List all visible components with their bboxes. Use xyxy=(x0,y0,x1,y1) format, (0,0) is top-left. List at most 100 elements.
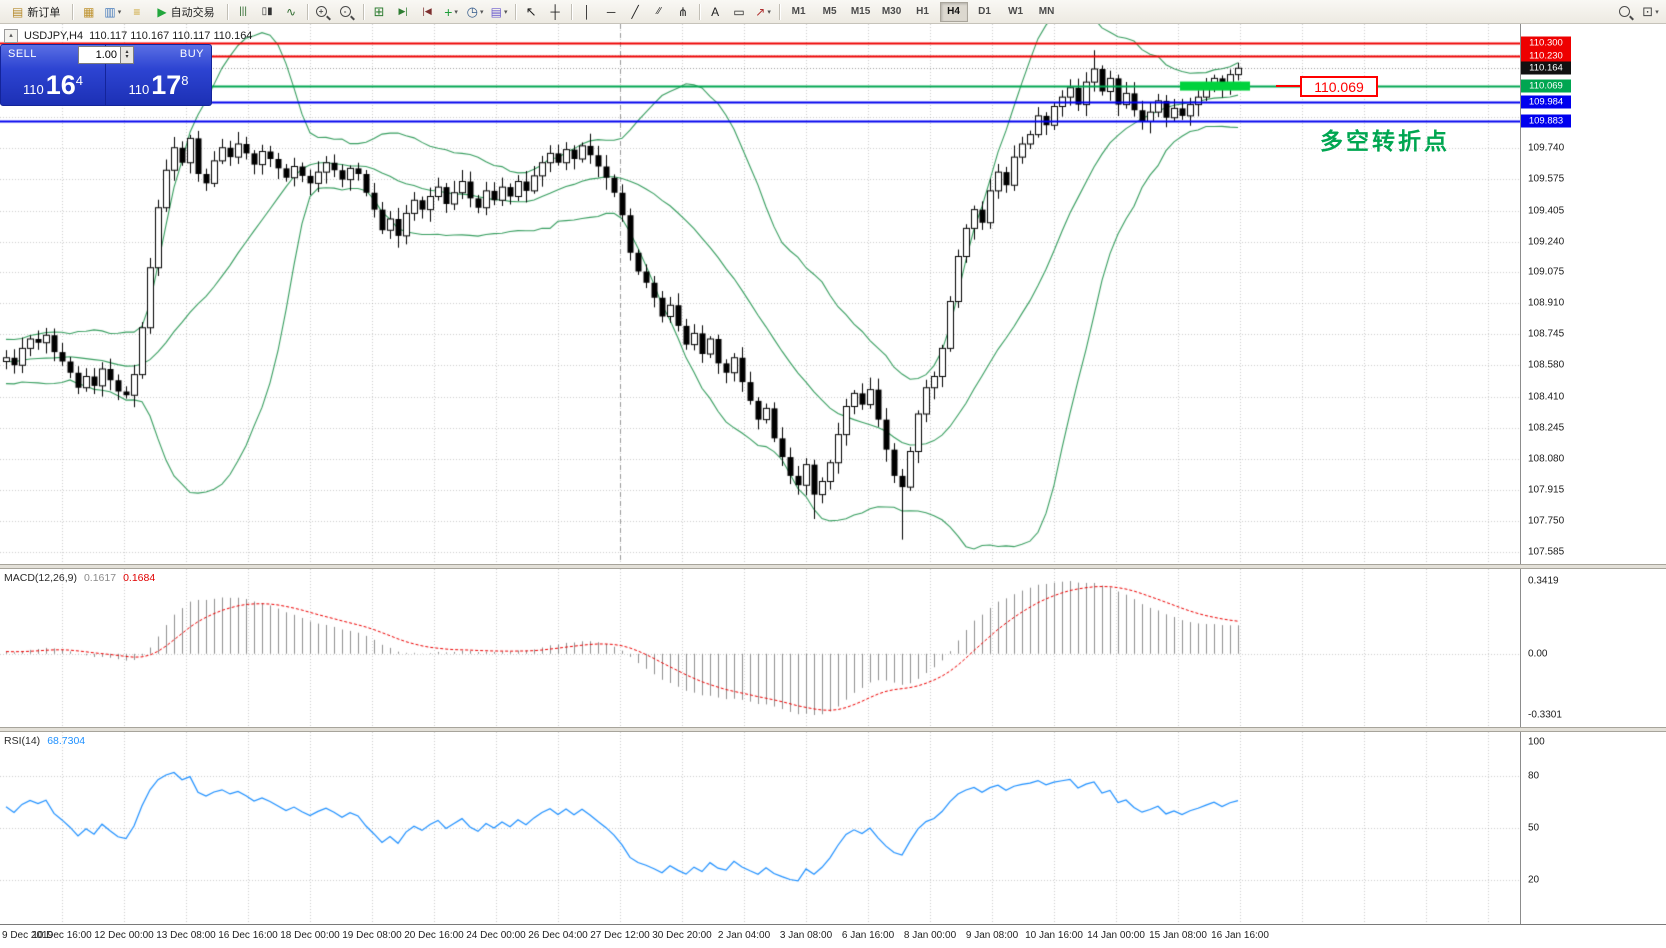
autotrading-button[interactable]: ▶ 自动交易 xyxy=(157,4,215,19)
panel-splitter[interactable] xyxy=(0,727,1666,732)
timeframe-button-d1[interactable]: D1 xyxy=(978,5,991,17)
indicators-icon[interactable]: + ▾ xyxy=(440,2,463,22)
horizontal-line-icon[interactable]: ─ xyxy=(600,2,623,22)
time-label: 16 Dec 16:00 xyxy=(218,930,278,941)
time-label: 9 Jan 08:00 xyxy=(965,930,1019,941)
profiles-icon[interactable]: ▥ ▾ xyxy=(101,2,124,22)
price-tick-label: 109.575 xyxy=(1528,173,1565,185)
candlestick-chart-icon-glyph: ▯▮ xyxy=(261,5,273,17)
new-order-glyph: ▤ xyxy=(12,4,24,19)
toolbar-separator xyxy=(570,3,572,20)
price-tick-label: 108.410 xyxy=(1528,391,1565,403)
text-label-icon-glyph: ▭ xyxy=(733,4,745,19)
new-order-button[interactable]: ▤ 新订单 xyxy=(12,4,61,19)
one-click-collapse-button[interactable]: ▴ xyxy=(4,29,18,43)
dropdown-caret-icon: ▾ xyxy=(1655,8,1659,16)
auto-scroll-icon[interactable]: ▶| xyxy=(392,2,415,22)
chart-shift-icon-glyph: |◀ xyxy=(422,6,432,16)
price-scale[interactable]: 109.740 109.575 109.405 109.240 109.075 108.9… xyxy=(1520,24,1666,564)
chart-area: 109.740 109.575 109.405 109.240 109.075 108.9… xyxy=(0,24,1666,948)
price-tick-label: 108.910 xyxy=(1528,297,1565,309)
crosshair-icon[interactable]: ┼ xyxy=(544,2,567,22)
timeframe-button-w1[interactable]: W1 xyxy=(1008,5,1024,17)
price-tick-label: 107.915 xyxy=(1528,484,1565,496)
rsi-scale-label: 20 xyxy=(1528,874,1540,886)
spinner-up-icon[interactable]: ▴ xyxy=(125,49,129,55)
sell-price: 110164 xyxy=(22,70,83,100)
turning-point-note[interactable]: 多空转折点 xyxy=(1320,128,1450,154)
cursor-icon[interactable]: ↖ xyxy=(520,2,543,22)
time-label: 12 Dec 00:00 xyxy=(94,930,154,941)
buy-button[interactable]: BUY 110178 xyxy=(106,44,212,106)
price-line-tag: 110.230 xyxy=(1521,49,1571,63)
timeframe-button-m5[interactable]: M5 xyxy=(822,5,837,17)
macd-scale[interactable]: 0.3419 0.00 -0.3301 xyxy=(1520,569,1666,727)
time-label: 19 Dec 08:00 xyxy=(342,930,402,941)
new-chart-icon-glyph: ▦ xyxy=(83,4,95,19)
timeframe-button-m15[interactable]: M15 xyxy=(850,5,871,17)
crosshair-icon-glyph: ┼ xyxy=(550,4,560,19)
rsi-scale-label: 50 xyxy=(1528,822,1540,834)
macd-label: MACD(12,26,9) 0.1617 0.1684 xyxy=(4,572,156,584)
tile-windows-icon[interactable]: ⊞ xyxy=(368,2,391,22)
periods-icon-glyph: ◷ xyxy=(466,4,478,19)
timeframe-button-mn[interactable]: MN xyxy=(1038,5,1055,17)
metaeditor-icon-glyph: ≡ xyxy=(133,4,141,19)
tile-windows-icon-glyph: ⊞ xyxy=(373,4,385,19)
vertical-line-icon[interactable]: │ xyxy=(576,2,599,22)
periods-icon[interactable]: ◷ ▾ xyxy=(464,2,487,22)
price-line-tag: 110.300 xyxy=(1521,36,1571,50)
rsi-canvas[interactable] xyxy=(0,732,1520,924)
trendline-icon[interactable]: ╱ xyxy=(624,2,647,22)
ohlc-values: 110.117 110.167 110.117 110.164 xyxy=(89,30,253,42)
search-icon[interactable] xyxy=(1615,2,1638,22)
metaeditor-icon[interactable]: ≡ xyxy=(125,2,148,22)
volume-spinner[interactable]: ▴ ▾ xyxy=(121,46,134,64)
time-label: 16 Jan 16:00 xyxy=(1211,930,1269,941)
time-axis[interactable]: 9 Dec 2019 10 Dec 16:00 12 Dec 00:00 13 Dec… xyxy=(0,924,1666,948)
panel-splitter[interactable] xyxy=(0,564,1666,569)
chart-shift-icon[interactable]: |◀ xyxy=(416,2,439,22)
templates-icon[interactable]: ▤ ▾ xyxy=(488,2,511,22)
timeframe-button-h1[interactable]: H1 xyxy=(916,5,929,17)
bar-chart-icon[interactable]: ||| xyxy=(232,2,255,22)
time-label: 15 Jan 08:00 xyxy=(1149,930,1207,941)
toolbar-separator xyxy=(362,3,364,20)
auto-scroll-icon-glyph: ▶| xyxy=(398,6,408,16)
buy-label: BUY xyxy=(179,48,204,60)
price-chart-canvas[interactable] xyxy=(0,24,1520,564)
text-icon[interactable]: A xyxy=(704,2,727,22)
timeframe-button-m30[interactable]: M30 xyxy=(881,5,902,17)
arrows-icon[interactable]: ↗ ▾ xyxy=(752,2,775,22)
autotrading-glyph: ▶ xyxy=(157,4,167,19)
line-chart-icon[interactable]: ∿ xyxy=(280,2,303,22)
rsi-scale[interactable]: 100 80 50 20 xyxy=(1520,732,1666,924)
fibonacci-icon[interactable]: ⋔ xyxy=(672,2,695,22)
timeframe-button-h4[interactable]: H4 xyxy=(939,1,968,22)
window-expand-icon[interactable]: ⊡ ▾ xyxy=(1639,2,1662,22)
price-tick-label: 109.240 xyxy=(1528,236,1565,247)
text-icon-glyph: A xyxy=(711,4,720,19)
time-label: 14 Jan 00:00 xyxy=(1087,930,1145,941)
price-tick-label: 108.580 xyxy=(1528,359,1565,371)
macd-panel: 0.3419 0.00 -0.3301 MACD(12,26,9) 0.1617 0… xyxy=(0,569,1666,727)
text-label-icon[interactable]: ▭ xyxy=(728,2,751,22)
dropdown-caret-icon: ▾ xyxy=(454,8,458,16)
candlestick-chart-icon[interactable]: ▯▮ xyxy=(256,2,279,22)
spinner-down-icon[interactable]: ▾ xyxy=(125,54,129,60)
timeframe-button-m1[interactable]: M1 xyxy=(791,5,806,17)
price-tick-label: 108.080 xyxy=(1528,453,1565,465)
price-tick-label: 109.075 xyxy=(1528,266,1565,278)
price-annotation-box[interactable]: 110.069 xyxy=(1300,76,1378,97)
channel-icon[interactable]: ∕∕ xyxy=(648,2,671,22)
volume-input[interactable] xyxy=(78,46,121,64)
new-chart-icon[interactable]: ▦ xyxy=(77,2,100,22)
rsi-panel: 100 80 50 20 RSI(14) 68.7304 xyxy=(0,732,1666,924)
sell-label: SELL xyxy=(8,48,37,60)
macd-canvas[interactable] xyxy=(0,569,1520,727)
window-expand-icon-glyph: ⊡ xyxy=(1642,4,1654,19)
zoom-in-icon[interactable]: + xyxy=(312,2,335,22)
time-label: 2 Jan 04:00 xyxy=(717,930,771,941)
rsi-scale-label: 100 xyxy=(1528,736,1545,748)
zoom-out-icon[interactable]: - xyxy=(336,2,359,22)
